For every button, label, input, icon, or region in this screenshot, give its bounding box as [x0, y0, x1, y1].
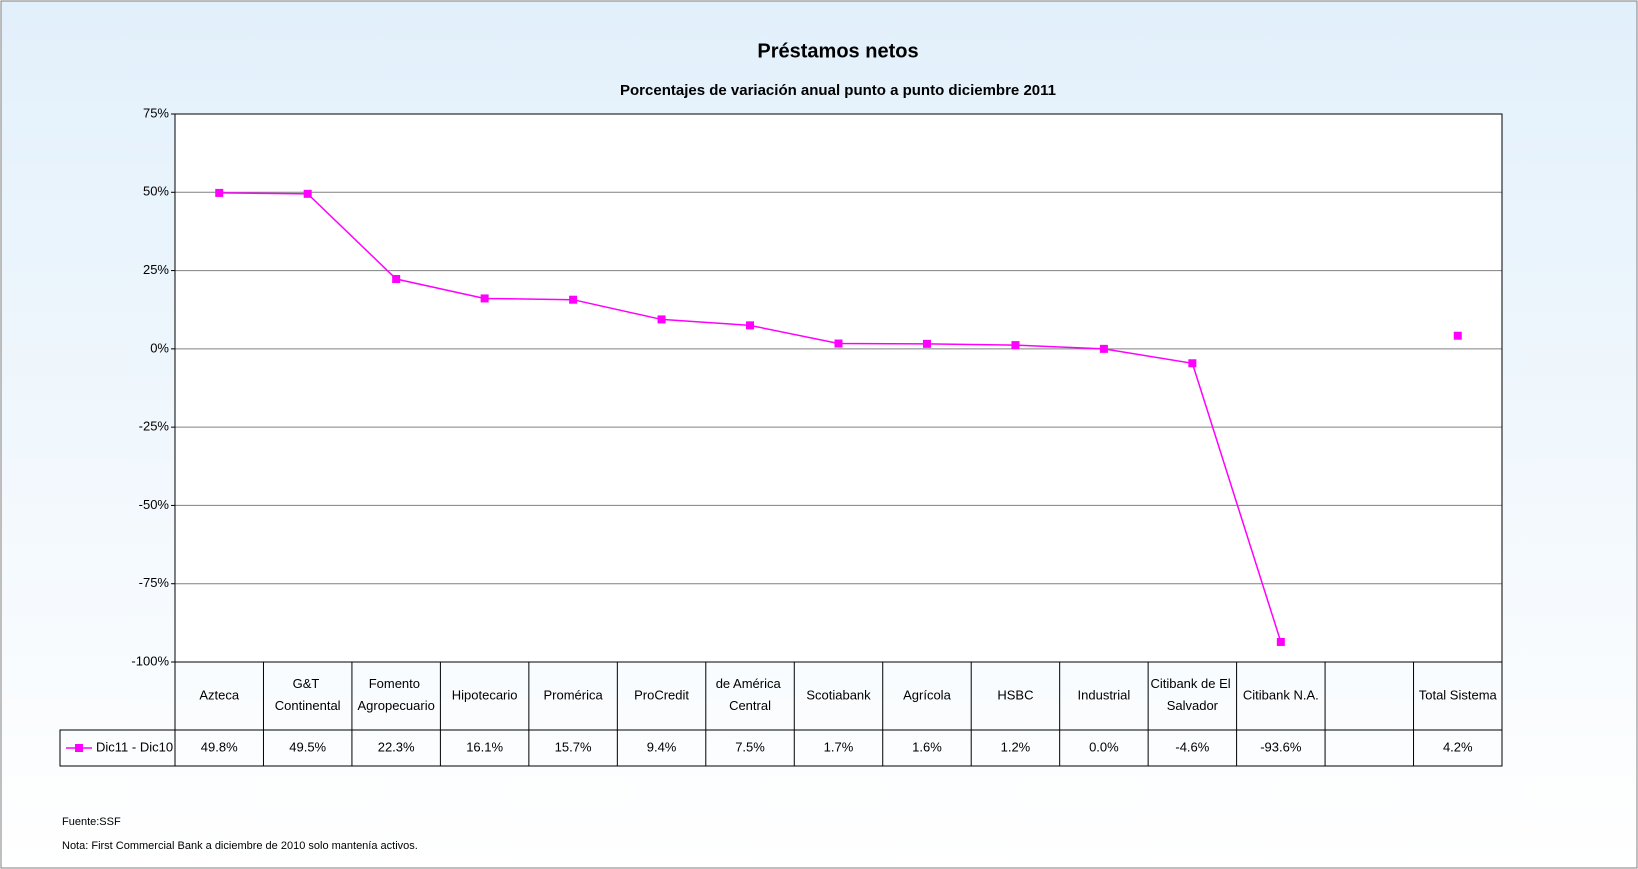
y-tick-label: -75% — [139, 575, 170, 590]
y-tick-label: -100% — [131, 653, 169, 668]
category-label: Hipotecario — [452, 687, 518, 702]
marker — [392, 275, 401, 284]
category-label: Citibank de El Salvador — [1150, 676, 1234, 713]
value-label: 0.0% — [1089, 739, 1119, 754]
category-label: Citibank N.A. — [1243, 687, 1319, 702]
marker — [1188, 359, 1197, 368]
marker — [480, 294, 489, 303]
category-label: Azteca — [199, 687, 240, 702]
value-label: 7.5% — [735, 739, 765, 754]
value-label: 1.2% — [1001, 739, 1031, 754]
category-label: de América Central — [716, 676, 785, 713]
value-label: 15.7% — [555, 739, 592, 754]
chart-subtitle: Porcentajes de variación anual punto a p… — [620, 82, 1056, 99]
y-tick-label: -50% — [139, 497, 170, 512]
y-tick-label: -25% — [139, 419, 170, 434]
value-label: 1.7% — [824, 739, 854, 754]
note: Fuente:SSF — [62, 816, 121, 828]
marker — [1099, 344, 1108, 353]
marker — [303, 189, 312, 198]
marker — [1276, 637, 1285, 646]
value-label: -93.6% — [1260, 739, 1302, 754]
marker — [1453, 331, 1462, 340]
value-label: 49.5% — [289, 739, 326, 754]
y-tick-label: 25% — [143, 262, 169, 277]
chart-title: Préstamos netos — [757, 40, 918, 62]
marker — [922, 339, 931, 348]
category-label: Total Sistema — [1419, 687, 1498, 702]
value-label: 49.8% — [201, 739, 238, 754]
marker — [215, 188, 224, 197]
y-tick-label: 75% — [143, 105, 169, 120]
value-label: 4.2% — [1443, 739, 1473, 754]
value-label: 22.3% — [378, 739, 415, 754]
marker — [569, 295, 578, 304]
category-label: Promérica — [543, 687, 603, 702]
value-label: 1.6% — [912, 739, 942, 754]
category-label: Agrícola — [903, 687, 951, 702]
y-tick-label: 50% — [143, 184, 169, 199]
category-label: G&T Continental — [275, 676, 341, 713]
category-label: ProCredit — [634, 687, 689, 702]
marker — [657, 315, 666, 324]
y-tick-label: 0% — [150, 340, 169, 355]
category-label: Industrial — [1078, 687, 1131, 702]
legend-cell — [59, 729, 176, 767]
plot-area — [175, 114, 1502, 662]
note: Nota: First Commercial Bank a diciembre … — [62, 840, 418, 852]
legend-marker — [75, 744, 83, 752]
value-label: 16.1% — [466, 739, 503, 754]
category-label: Fomento Agropecuario — [358, 676, 435, 713]
marker — [1011, 341, 1020, 350]
category-label: Scotiabank — [806, 687, 871, 702]
marker — [834, 339, 843, 348]
legend-label: Dic11 - Dic10 — [96, 739, 173, 754]
value-label: -4.6% — [1175, 739, 1209, 754]
category-label: HSBC — [997, 687, 1033, 702]
marker — [746, 321, 755, 330]
value-label: 9.4% — [647, 739, 677, 754]
table-border — [174, 661, 1503, 767]
